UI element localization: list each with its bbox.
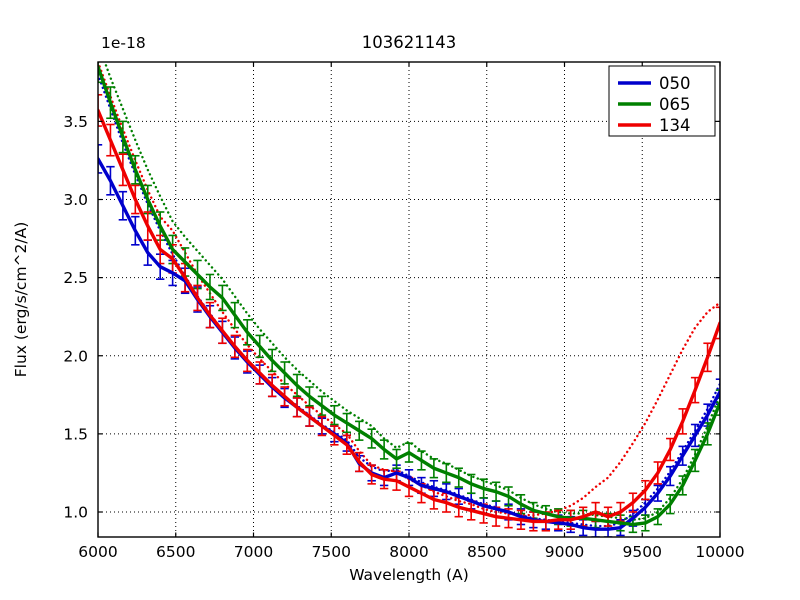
- chart-title: 103621143: [362, 33, 456, 52]
- y-tick-label: 3.5: [63, 113, 88, 131]
- x-tick-label: 10000: [695, 543, 744, 561]
- series-line-065: [98, 64, 720, 527]
- legend-label-050: 050: [659, 74, 691, 93]
- legend-label-134: 134: [659, 116, 691, 135]
- y-tick-label: 1.5: [63, 425, 88, 443]
- x-tick-label: 7500: [312, 543, 351, 561]
- y-tick-label: 1.0: [63, 504, 88, 522]
- x-tick-label: 6500: [156, 543, 195, 561]
- legend-label-065: 065: [659, 95, 691, 114]
- x-tick-label: 7000: [234, 543, 273, 561]
- legend-entry-134[interactable]: 134: [618, 116, 691, 135]
- legend-entry-050[interactable]: 050: [618, 74, 691, 93]
- y-axis-offset-text: 1e-18: [101, 34, 146, 52]
- series-line-134: [98, 108, 720, 524]
- y-tick-label: 3.0: [63, 191, 88, 209]
- x-tick-label: 9000: [545, 543, 584, 561]
- data-curves: [98, 64, 720, 531]
- legend[interactable]: 050 065 134: [608, 65, 716, 137]
- x-tick-label: 8500: [467, 543, 506, 561]
- x-tick-label: 6000: [78, 543, 117, 561]
- x-axis-label: Wavelength (A): [349, 566, 469, 584]
- legend-entries[interactable]: 050 065 134: [618, 74, 691, 135]
- tick-labels: 6000 6500 7000 7500 8000 8500 9000 9500 10000 1.0…: [63, 113, 744, 561]
- dotted-curve-065: [103, 62, 720, 522]
- y-tick-label: 2.0: [63, 347, 88, 365]
- legend-entry-065[interactable]: 065: [618, 95, 691, 114]
- y-tick-label: 2.5: [63, 269, 88, 287]
- x-tick-label: 8000: [389, 543, 428, 561]
- y-axis-label: Flux (erg/s/cm^2/A): [12, 222, 30, 378]
- x-tick-label: 9500: [623, 543, 662, 561]
- axes-frame: [97, 61, 721, 538]
